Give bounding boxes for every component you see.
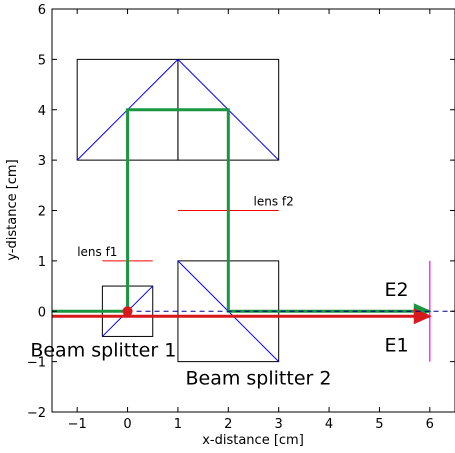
x-tick-label: 2: [224, 417, 232, 432]
y-tick-label: 3: [38, 154, 46, 169]
annotations: lens f1 lens f2 E2 E1 Beam splitter 1 Beam sp…: [30, 194, 408, 389]
x-tick-label: 3: [275, 417, 283, 432]
x-tick-label: −1: [68, 417, 87, 432]
y-tick-label: 4: [38, 104, 46, 119]
source-point: [122, 306, 133, 317]
plot-area: [52, 58, 455, 363]
x-tick-label: 0: [123, 417, 131, 432]
y-axis-title: y-distance [cm]: [5, 159, 20, 260]
beam-splitter-2-label: Beam splitter 2: [185, 367, 331, 389]
x-axis-title: x-distance [cm]: [202, 433, 304, 448]
x-tick-label: 5: [375, 417, 383, 432]
x-tick-label: 1: [174, 417, 182, 432]
y-tick-label: 5: [38, 53, 46, 68]
y-tick-label: 1: [38, 255, 46, 270]
x-tick-label: 4: [325, 417, 333, 432]
y-tick-label: −2: [27, 406, 46, 421]
beam-splitter-1-label: Beam splitter 1: [30, 340, 176, 362]
E2-beam: [52, 108, 430, 313]
lens-f2-label: lens f2: [254, 194, 294, 208]
E2-label: E2: [384, 279, 408, 301]
y-tick-label: −1: [27, 356, 46, 371]
axis-ticks: −1 0 1 2 3 4 5 6 −2 −1 0 1 2 3 4 5 6: [27, 3, 455, 432]
lens-f1-label: lens f1: [77, 245, 117, 259]
y-tick-label: 6: [38, 3, 46, 18]
x-tick-label: 6: [426, 417, 434, 432]
y-tick-label: 2: [38, 205, 46, 220]
y-tick-label: 0: [38, 305, 46, 320]
E1-beam-arrowhead: [413, 308, 432, 325]
E1-label: E1: [384, 335, 408, 357]
